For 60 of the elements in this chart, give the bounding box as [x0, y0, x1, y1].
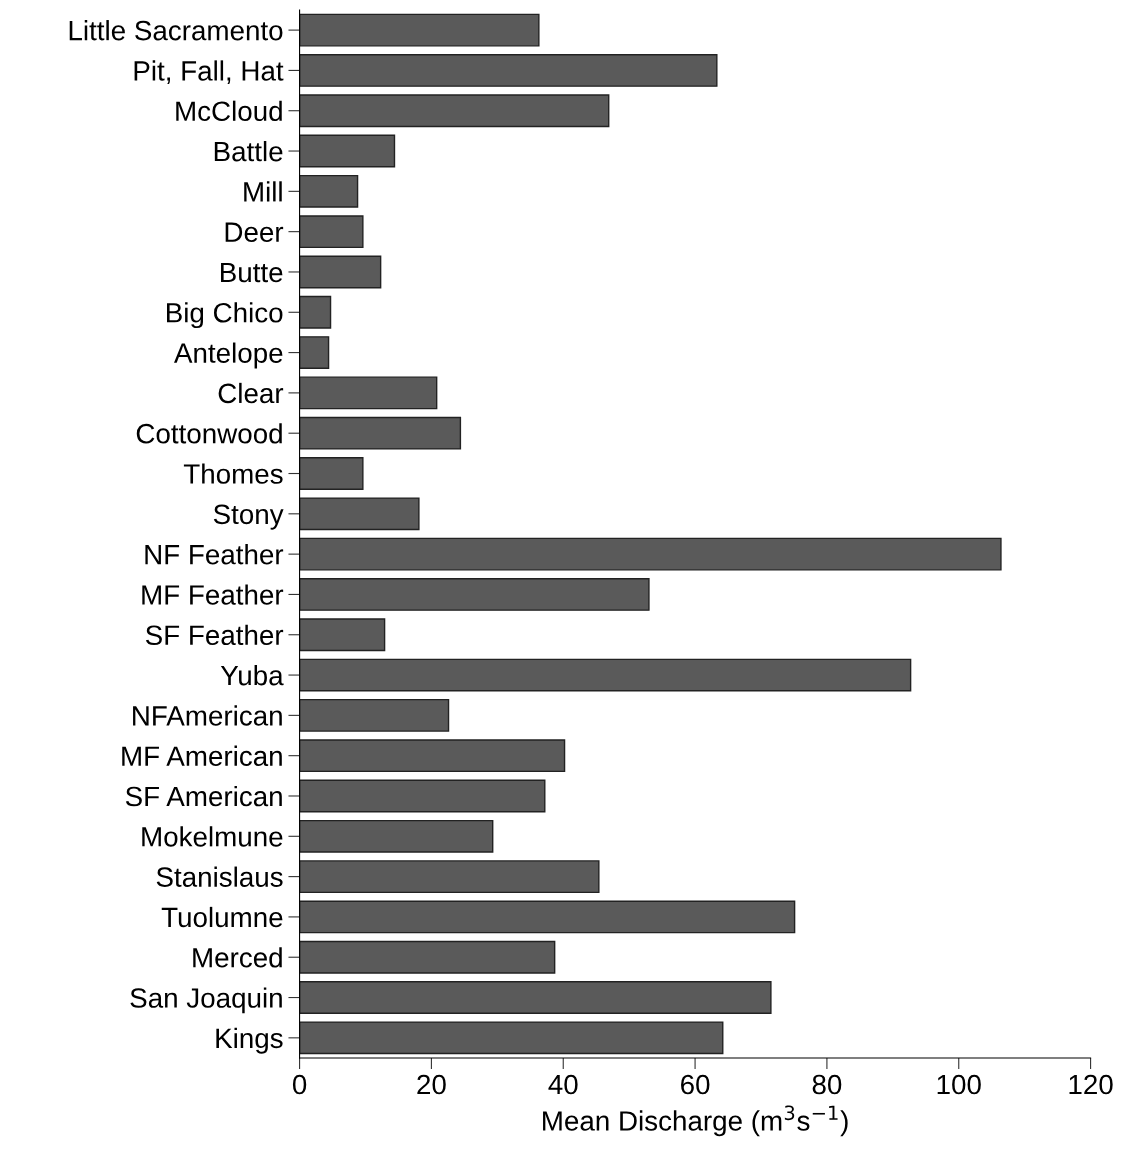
- bar: [299, 416, 462, 450]
- y-tick-label: Clear: [218, 382, 284, 404]
- bar: [299, 1021, 724, 1055]
- x-tick-label: 20: [417, 1074, 446, 1095]
- bar: [299, 658, 912, 692]
- bar: [299, 336, 330, 369]
- bar: [299, 255, 382, 289]
- y-tick-label: Battle: [214, 140, 283, 162]
- bar: [299, 295, 332, 329]
- y-tick-label: Stony: [213, 504, 284, 530]
- bar: [299, 900, 796, 934]
- y-tick-label: Butte: [221, 262, 283, 283]
- bar: [299, 497, 420, 531]
- y-tick-label: Little Sacramento: [69, 20, 283, 41]
- x-axis-title: Mean Discharge (m$^{3}$s$^{−1}$): [543, 1105, 848, 1137]
- y-tick-label: MF Feather: [142, 584, 284, 605]
- bar: [299, 940, 556, 974]
- bar: [299, 779, 546, 813]
- x-tick-label: 100: [937, 1074, 981, 1095]
- y-tick-label: Stanislaus: [156, 866, 283, 887]
- y-tick-label: Tuolumne: [161, 906, 283, 928]
- y-tick-label: Kings: [216, 1027, 283, 1054]
- y-tick-label: Deer: [225, 222, 284, 242]
- bar: [299, 134, 396, 168]
- bar: [299, 215, 364, 249]
- bar: [299, 698, 450, 732]
- y-tick-label: Antelope: [174, 342, 283, 369]
- y-tick-label: SF Feather: [145, 624, 284, 646]
- y-tick-label: Yuba: [220, 664, 284, 686]
- y-tick-label: NF Feather: [145, 544, 284, 565]
- y-tick-label: McCloud: [176, 100, 282, 122]
- y-tick-label: Big Chico: [167, 302, 283, 329]
- bar: [299, 819, 494, 853]
- bar: [299, 94, 610, 128]
- bar: [299, 13, 540, 47]
- y-tick-label: Pit, Fall, Hat: [134, 60, 284, 85]
- y-tick-label: Cottonwood: [136, 423, 282, 444]
- x-tick-label: 0: [292, 1074, 307, 1095]
- bar: [299, 578, 650, 611]
- bar: [299, 174, 359, 208]
- y-tick-label: San Joaquin: [130, 987, 282, 1014]
- bar: [299, 54, 718, 87]
- y-tick-label: SF American: [125, 785, 282, 807]
- bar: [299, 376, 438, 410]
- y-tick-label: NFAmerican: [133, 705, 282, 726]
- y-tick-label: Thomes: [183, 463, 283, 484]
- y-tick-label: MF American: [122, 745, 282, 767]
- x-tick-label: 120: [1069, 1074, 1113, 1095]
- x-tick-label: 60: [681, 1074, 710, 1095]
- bar: [299, 739, 566, 773]
- bar: [299, 860, 600, 894]
- bar: [299, 457, 364, 490]
- bar: [299, 618, 386, 652]
- bar: [299, 981, 772, 1014]
- y-tick-label: Mill: [244, 181, 282, 202]
- bar: [299, 537, 1002, 571]
- y-tick-label: Merced: [193, 947, 282, 968]
- x-tick-label: 80: [812, 1074, 842, 1095]
- x-tick-label: 40: [548, 1074, 578, 1095]
- y-tick-label: Mokelmune: [142, 826, 283, 847]
